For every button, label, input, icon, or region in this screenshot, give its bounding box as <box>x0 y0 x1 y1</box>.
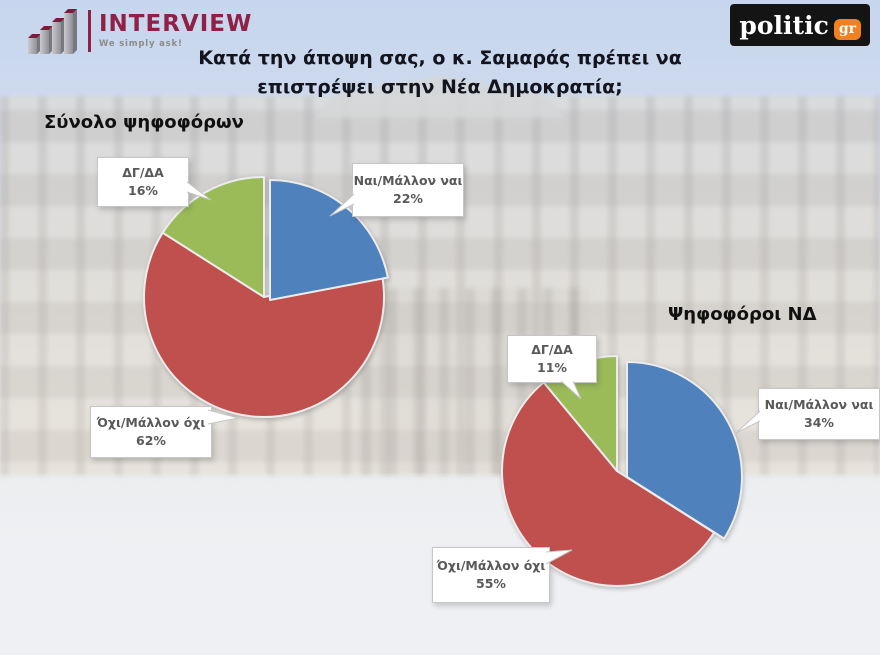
callout-label: ΔΓ/ΔΑ <box>122 164 164 180</box>
callout-total-dontknow: ΔΓ/ΔΑ 16% <box>97 157 212 207</box>
question-title: Κατά την άποψη σας, ο κ. Σαμαράς πρέπει … <box>170 44 710 103</box>
callout-value: 62% <box>136 433 166 448</box>
politic-logo-text: politic <box>739 10 829 40</box>
callout-nd-no: Όχι/Μάλλον όχι 55% <box>432 547 573 603</box>
callout-nd-yes: Ναι/Μάλλον ναι 34% <box>735 388 880 440</box>
politic-logo: politic gr <box>730 4 870 46</box>
callout-label: Όχι/Μάλλον όχι <box>96 414 206 430</box>
question-line-1: Κατά την άποψη σας, ο κ. Σαμαράς πρέπει … <box>198 47 682 69</box>
callout-total-yes: Ναι/Μάλλον ναι 22% <box>329 163 464 217</box>
pie1-slice-no <box>143 231 385 418</box>
logo-divider <box>88 10 91 52</box>
callout-pointer <box>560 380 582 400</box>
chart2-title: Ψηφοφόροι ΝΔ <box>668 304 817 325</box>
callout-label: ΔΓ/ΔΑ <box>531 341 573 357</box>
callout-value: 55% <box>476 576 506 591</box>
callout-label: Όχι/Μάλλον όχι <box>436 557 546 573</box>
callout-pointer <box>207 409 239 425</box>
pie-chart-nd-voters <box>501 355 743 587</box>
pie-chart-total-voters <box>143 176 389 418</box>
callout-pointer <box>329 193 355 217</box>
callout-pointer <box>186 181 212 201</box>
chart1-title: Σύνολο ψηφοφόρων <box>44 112 244 133</box>
callout-value: 34% <box>804 415 834 430</box>
question-line-2: επιστρέψει στην Νέα Δημοκρατία; <box>257 76 623 99</box>
callout-nd-dontknow: ΔΓ/ΔΑ 11% <box>507 335 597 400</box>
callout-value: 16% <box>128 183 158 198</box>
pie1-slice-dontknow <box>161 176 265 298</box>
callout-label: Ναι/Μάλλον ναι <box>353 172 463 188</box>
interview-logo: INTERVIEW We simply ask! <box>26 6 252 56</box>
callout-pointer <box>735 410 761 434</box>
brand-name: INTERVIEW <box>99 11 253 37</box>
politic-gr-badge: gr <box>833 18 861 40</box>
callout-total-no: Όχι/Μάλλον όχι 62% <box>90 406 239 458</box>
brand-tagline: We simply ask! <box>99 39 183 49</box>
callout-label: Ναι/Μάλλον ναι <box>764 396 874 412</box>
callout-value: 11% <box>537 360 567 375</box>
bar-chart-logo-icon <box>28 9 77 54</box>
callout-pointer <box>545 549 573 565</box>
pie2-slice-yes <box>626 361 743 540</box>
callout-value: 22% <box>393 191 423 206</box>
